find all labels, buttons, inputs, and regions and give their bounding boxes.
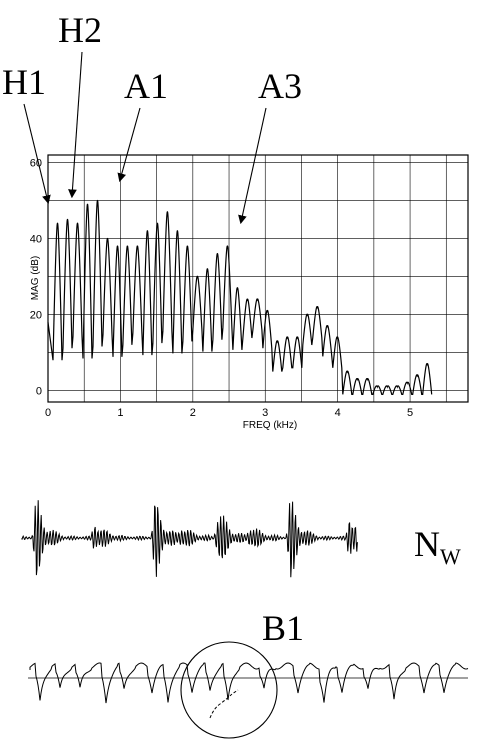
annotation-h1: H1	[2, 62, 46, 102]
y-tick-label: 40	[30, 234, 42, 246]
arrow-h1	[23, 103, 51, 205]
arrow-h2	[68, 51, 83, 199]
x-tick-labels: 0 1 2 3 4 5	[45, 407, 413, 419]
x-tick-label: 4	[335, 407, 341, 419]
plot-frame	[47, 154, 469, 403]
x-tick-label: 1	[117, 407, 123, 419]
annotations: H1 H2 A1 A3	[2, 10, 302, 225]
x-tick-label: 3	[262, 407, 268, 419]
spectrum-series-line	[47, 199, 433, 395]
waveform-b1: B1	[28, 608, 469, 739]
waveform-nw-letter: N	[414, 524, 440, 564]
waveform-nw: NW	[21, 500, 461, 578]
y-tick-label: 20	[30, 310, 42, 322]
waveform-b1-label: B1	[262, 608, 304, 648]
waveform-nw-label: NW	[414, 524, 461, 569]
highlight-circle	[180, 641, 278, 739]
waveform-nw-subscript: W	[440, 544, 461, 569]
annotation-h2: H2	[58, 10, 102, 50]
chart-grid	[48, 155, 468, 402]
arrow-a3	[238, 107, 267, 225]
annotation-a3: A3	[258, 66, 302, 106]
x-tick-label: 5	[407, 407, 413, 419]
annotation-a1: A1	[124, 66, 168, 106]
y-tick-label: 0	[36, 386, 42, 398]
dashed-trace	[209, 689, 239, 719]
waveform-b1-trace	[29, 662, 469, 704]
x-tick-label: 2	[190, 407, 196, 419]
x-axis-label: FREQ (kHz)	[243, 420, 297, 431]
x-tick-label: 0	[45, 407, 51, 419]
y-axis-label: MAG (dB)	[30, 256, 41, 300]
waveform-nw-trace	[21, 500, 358, 578]
arrow-a1	[117, 107, 141, 183]
